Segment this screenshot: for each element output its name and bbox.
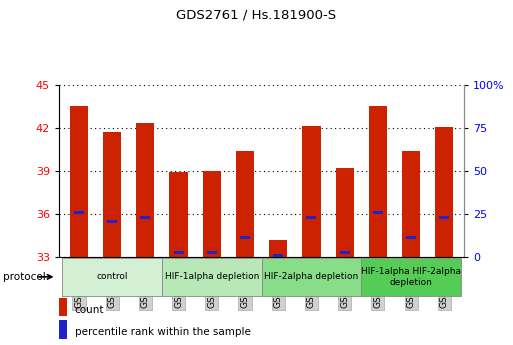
- Bar: [136, 122, 154, 257]
- Bar: [302, 126, 321, 257]
- Bar: [306, 216, 317, 219]
- Bar: [439, 216, 449, 219]
- Text: HIF-1alpha depletion: HIF-1alpha depletion: [165, 272, 259, 282]
- Text: count: count: [74, 305, 104, 315]
- Bar: [402, 151, 420, 257]
- Bar: [369, 106, 387, 257]
- Text: control: control: [96, 272, 128, 282]
- Bar: [406, 236, 416, 239]
- Bar: [173, 251, 184, 254]
- Bar: [59, 298, 67, 316]
- Text: percentile rank within the sample: percentile rank within the sample: [74, 327, 250, 337]
- Bar: [169, 172, 188, 257]
- Bar: [236, 151, 254, 257]
- Bar: [373, 211, 383, 214]
- Bar: [262, 258, 361, 296]
- Bar: [269, 240, 287, 257]
- Bar: [74, 211, 84, 214]
- Bar: [273, 254, 283, 257]
- Bar: [435, 127, 453, 257]
- Bar: [107, 219, 117, 223]
- Text: GDS2761 / Hs.181900-S: GDS2761 / Hs.181900-S: [176, 9, 337, 22]
- Bar: [207, 251, 217, 254]
- Bar: [240, 236, 250, 239]
- Bar: [141, 216, 150, 219]
- Text: HIF-2alpha depletion: HIF-2alpha depletion: [264, 272, 359, 282]
- Bar: [162, 258, 262, 296]
- Text: HIF-1alpha HIF-2alpha
depletion: HIF-1alpha HIF-2alpha depletion: [361, 267, 461, 287]
- Bar: [203, 171, 221, 257]
- Bar: [103, 132, 121, 257]
- Bar: [336, 168, 354, 257]
- Bar: [361, 258, 461, 296]
- Bar: [59, 321, 67, 339]
- Bar: [340, 251, 350, 254]
- Bar: [70, 106, 88, 257]
- Bar: [62, 258, 162, 296]
- Text: protocol: protocol: [3, 272, 45, 282]
